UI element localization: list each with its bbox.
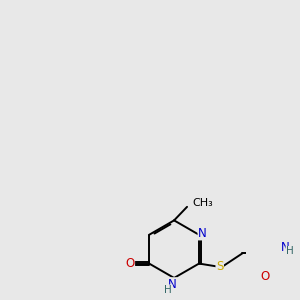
Text: O: O (260, 270, 269, 283)
Text: O: O (125, 257, 134, 270)
Text: N: N (198, 227, 207, 240)
Text: N: N (168, 278, 177, 291)
Text: CH₃: CH₃ (192, 197, 213, 208)
Text: N: N (281, 241, 290, 254)
Text: S: S (216, 260, 224, 273)
Text: H: H (164, 285, 172, 295)
Text: H: H (286, 247, 294, 256)
